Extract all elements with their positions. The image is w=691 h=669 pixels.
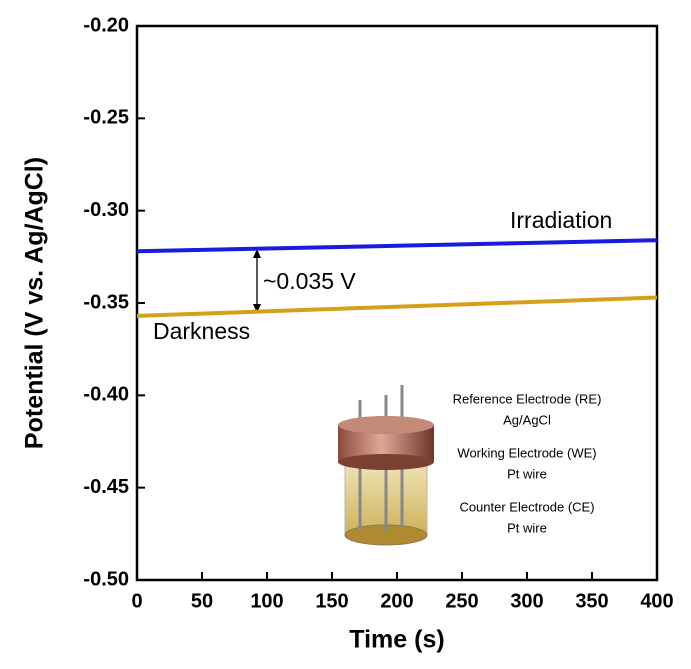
inset-label: Reference Electrode (RE) bbox=[453, 391, 602, 406]
x-tick-label: 300 bbox=[510, 590, 543, 612]
x-axis-title: Time (s) bbox=[349, 626, 444, 654]
inset-label: Ag/AgCl bbox=[503, 412, 551, 427]
y-tick-label: -0.45 bbox=[83, 476, 129, 498]
x-tick-label: 0 bbox=[131, 590, 142, 612]
series-line bbox=[136, 238, 658, 254]
y-tick-label: -0.40 bbox=[83, 384, 129, 406]
series-label: Irradiation bbox=[510, 207, 612, 233]
y-tick-label: -0.25 bbox=[83, 107, 129, 129]
inset-label: Pt wire bbox=[507, 520, 547, 535]
annotation: ~0.035 V bbox=[263, 268, 356, 294]
y-axis-title: Potential (V vs. Ag/AgCl) bbox=[21, 157, 49, 449]
y-tick-label: -0.50 bbox=[83, 568, 129, 590]
difference-arrow bbox=[253, 249, 261, 313]
cell-illustration bbox=[338, 385, 434, 546]
inset-label: Pt wire bbox=[507, 466, 547, 481]
x-tick-label: 350 bbox=[575, 590, 608, 612]
x-tick-label: 100 bbox=[250, 590, 283, 612]
x-tick-label: 250 bbox=[445, 590, 478, 612]
series-line bbox=[136, 295, 658, 318]
x-tick-label: 150 bbox=[315, 590, 348, 612]
inset-label: Working Electrode (WE) bbox=[457, 445, 596, 460]
y-tick-label: -0.30 bbox=[83, 199, 129, 221]
y-tick-label: -0.35 bbox=[83, 291, 129, 313]
x-tick-label: 50 bbox=[191, 590, 213, 612]
series-label: Darkness bbox=[153, 318, 250, 344]
inset-label: Counter Electrode (CE) bbox=[459, 499, 594, 514]
y-tick-label: -0.20 bbox=[83, 14, 129, 36]
x-tick-label: 200 bbox=[380, 590, 413, 612]
x-tick-label: 400 bbox=[640, 590, 673, 612]
